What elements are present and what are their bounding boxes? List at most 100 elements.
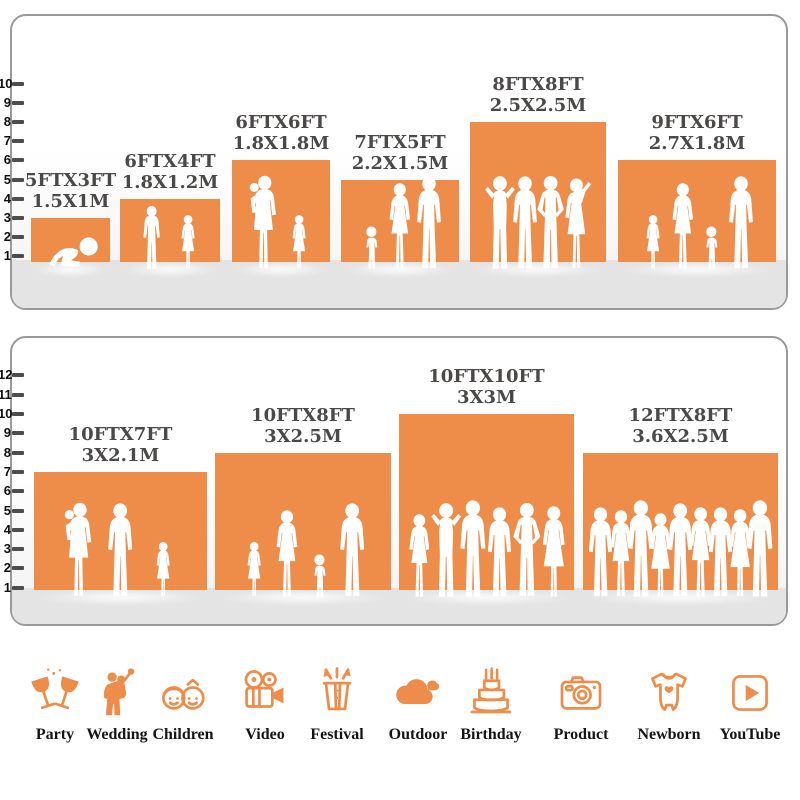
product-icon bbox=[539, 666, 623, 720]
video-icon bbox=[223, 666, 307, 720]
ruler-number: 2 bbox=[3, 228, 11, 244]
person-silhouette-man bbox=[103, 503, 137, 598]
person-silhouette-man bbox=[483, 507, 516, 598]
category-label: Birthday bbox=[460, 726, 522, 743]
size-label-feet: 10FTX10FT bbox=[428, 366, 545, 387]
ruler-tick bbox=[12, 82, 24, 86]
person-silhouette-woman-dress bbox=[645, 513, 676, 598]
ruler-tick bbox=[12, 566, 24, 571]
backdrop-size-label: 8FTX8FT 2.5X2.5M bbox=[463, 74, 613, 116]
category-item-party: Party bbox=[13, 666, 97, 744]
ruler-tick bbox=[12, 158, 24, 163]
size-label-feet: 10FTX8FT bbox=[251, 404, 355, 426]
ruler-number: 4 bbox=[3, 190, 11, 206]
size-label-meters: 1.8X1.2M bbox=[121, 171, 219, 193]
ruler-number: 7 bbox=[3, 133, 11, 149]
children-icon bbox=[141, 666, 225, 720]
ruler-tick bbox=[12, 373, 24, 378]
backdrop-size-bar bbox=[215, 452, 391, 590]
ruler-number: 6 bbox=[3, 152, 11, 168]
ruler-tick bbox=[12, 120, 24, 125]
person-silhouette-man-arms-up bbox=[427, 501, 465, 598]
wedding-icon bbox=[75, 666, 159, 720]
person-silhouette-man bbox=[335, 503, 369, 598]
person-silhouette-toddler bbox=[702, 226, 721, 270]
party-icon bbox=[13, 666, 97, 720]
ruler-number: 10 bbox=[0, 76, 13, 91]
person-silhouette-man bbox=[455, 500, 491, 598]
size-label-meters: 1.8X1.8M bbox=[232, 133, 330, 155]
size-label-feet: 5FTX3FT bbox=[24, 169, 117, 191]
backdrop-size-label: 10FTX7FT 3X2.1M bbox=[34, 424, 207, 466]
category-label: Children bbox=[152, 726, 214, 743]
backdrop-size-label: 5FTX3FT 1.5X1M bbox=[0, 170, 146, 212]
ruler-tick bbox=[12, 139, 24, 144]
ruler-number: 1 bbox=[3, 247, 11, 263]
category-item-wedding: Wedding bbox=[75, 666, 159, 744]
backdrop-size-label: 9FTX6FT 2.7X1.8M bbox=[618, 112, 776, 154]
category-item-festival: Festival bbox=[295, 666, 379, 744]
people-shadow bbox=[33, 262, 108, 277]
ruler-number: 11 bbox=[0, 386, 12, 402]
festival-icon bbox=[295, 666, 379, 720]
size-label-feet: 6FTX4FT bbox=[124, 150, 216, 172]
category-item-children: Children bbox=[141, 666, 225, 744]
category-label: YouTube bbox=[719, 726, 781, 743]
person-silhouette-man bbox=[742, 500, 778, 598]
person-silhouette-man bbox=[508, 176, 542, 270]
ruler-tick bbox=[12, 177, 24, 182]
ruler-tick bbox=[12, 196, 24, 201]
people-shadow bbox=[585, 590, 776, 605]
person-silhouette-woman bbox=[605, 510, 637, 598]
ruler-number: 2 bbox=[3, 560, 11, 576]
person-silhouette-girl bbox=[244, 542, 264, 598]
size-label-meters: 2.5X2.5M bbox=[489, 95, 587, 117]
person-silhouette-man bbox=[412, 176, 446, 270]
person-silhouette-girl bbox=[178, 214, 198, 270]
ruler-tick bbox=[12, 469, 24, 474]
size-label-feet: 9FTX6FT bbox=[651, 112, 743, 134]
size-label-feet: 12FTX8FT bbox=[628, 404, 733, 426]
category-label: Outdoor bbox=[388, 726, 448, 743]
size-label-meters: 1.5X1M bbox=[31, 190, 110, 212]
category-item-outdoor: Outdoor bbox=[376, 666, 460, 744]
person-silhouette-man bbox=[704, 507, 737, 598]
outdoor-icon bbox=[376, 666, 460, 720]
size-label-feet: 10FTX7FT bbox=[68, 423, 173, 445]
category-label: Newborn bbox=[637, 726, 701, 743]
person-silhouette-boy bbox=[140, 206, 163, 270]
ruler-tick bbox=[12, 508, 24, 513]
backdrop-size-bar bbox=[232, 160, 330, 262]
ruler-number: 3 bbox=[3, 541, 11, 557]
newborn-icon bbox=[627, 666, 711, 720]
person-silhouette-girl bbox=[153, 542, 173, 598]
person-silhouette-woman bbox=[404, 513, 435, 598]
person-silhouette-man-arms-up bbox=[481, 174, 519, 270]
people-shadow bbox=[343, 262, 457, 277]
person-silhouette-woman bbox=[384, 183, 416, 270]
person-silhouette-girl bbox=[643, 214, 663, 270]
backdrop-size-label: 7FTX5FT 2.2X1.5M bbox=[325, 132, 475, 174]
person-silhouette-woman bbox=[684, 506, 717, 598]
size-label-feet: 7FTX5FT bbox=[354, 131, 446, 153]
size-label-meters: 3.6X2.5M bbox=[632, 425, 729, 447]
size-label-meters: 3X2.1M bbox=[81, 444, 160, 466]
ruler-number: 5 bbox=[3, 171, 11, 187]
ruler-number: 10 bbox=[0, 406, 13, 421]
person-silhouette-man bbox=[584, 507, 617, 598]
youtube-icon bbox=[708, 666, 792, 720]
person-silhouette-man bbox=[663, 503, 697, 598]
ruler-tick bbox=[12, 253, 24, 258]
ruler-tick bbox=[12, 392, 24, 397]
person-silhouette-baby-crawl bbox=[40, 236, 101, 270]
person-silhouette-toddler bbox=[362, 226, 381, 270]
size-label-meters: 2.7X1.8M bbox=[648, 133, 746, 155]
people-shadow bbox=[234, 262, 328, 277]
ruler-number: 8 bbox=[3, 114, 11, 130]
ruler-tick bbox=[12, 527, 24, 532]
person-silhouette-man-hips bbox=[506, 502, 548, 598]
size-label-meters: 3X3M bbox=[457, 387, 516, 408]
category-item-video: Video bbox=[223, 666, 307, 744]
ruler-number: 8 bbox=[3, 444, 11, 460]
category-label: Video bbox=[245, 726, 285, 743]
